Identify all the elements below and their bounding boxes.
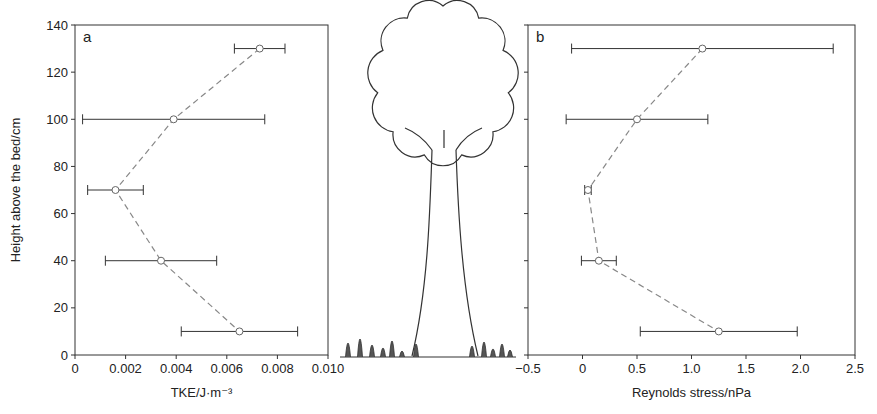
tree-illustration [340,1,518,357]
y-tick [71,72,75,73]
data-area [566,44,833,337]
panel-label: a [83,28,92,45]
x-tick [226,355,227,359]
x-tick [328,355,329,359]
y-tick [71,25,75,26]
y-tick [524,72,528,73]
error-bar [83,114,265,124]
y-tick [71,119,75,120]
x-tick-label: 0 [71,361,78,376]
y-tick [524,166,528,167]
x-tick-label: 0.010 [312,361,345,376]
x-tick-label: 0.004 [160,361,193,376]
error-bar [581,256,616,266]
x-tick [176,355,177,359]
y-tick [524,355,528,356]
x-axis-title: TKE/J·m⁻³ [171,385,233,400]
error-bar [640,326,797,336]
x-tick-label: 2.0 [791,361,809,376]
point [634,116,641,123]
y-tick-label: 20 [54,300,68,315]
point [715,328,722,335]
point [584,187,591,194]
figure: 0 0.002 0.004 0.006 0.008 0.010 0 20 40 60 80 100 12… [0,0,877,414]
x-tick-label: 0 [579,361,586,376]
panel-label: b [536,28,544,45]
error-bar [572,44,834,54]
panel: 0 0.002 0.004 0.006 0.008 0.010 0 20 40 60 80 100 12… [8,18,344,401]
y-tick [71,166,75,167]
y-tick [71,213,75,214]
y-tick [524,307,528,308]
y-tick-label: 80 [54,159,68,174]
y-tick-label: 40 [54,253,68,268]
y-tick [524,213,528,214]
x-tick [800,355,801,359]
x-tick-label: 2.5 [846,361,864,376]
error-bar [88,185,144,195]
y-tick [524,25,528,26]
series-line [588,49,719,332]
plot-frame [528,25,855,355]
y-tick [524,119,528,120]
x-tick [855,355,856,359]
error-bar [181,326,297,336]
x-tick [125,355,126,359]
y-tick-label: 140 [46,18,68,33]
x-tick [528,355,529,359]
x-tick [691,355,692,359]
y-tick [524,260,528,261]
x-tick-label: 0.006 [211,361,244,376]
x-tick-label: 0.008 [261,361,294,376]
x-tick [75,355,76,359]
x-axis-title: Reynolds stress/nPa [632,385,752,400]
x-tick [746,355,747,359]
x-tick [277,355,278,359]
y-tick-label: 0 [61,348,68,363]
x-tick-label: 1.0 [682,361,700,376]
error-bar [105,256,216,266]
point [699,45,706,52]
y-tick [71,307,75,308]
panel: −0.5 0 0.5 1.0 1.5 2.0 2.5 Reynolds stress/nPa b [515,25,864,400]
x-tick-label: 0.5 [628,361,646,376]
y-tick [71,355,75,356]
y-axis-title: Height above the bed/cm [8,118,23,263]
x-tick-label: −0.5 [515,361,541,376]
y-tick-label: 120 [46,65,68,80]
x-tick [582,355,583,359]
point [236,328,243,335]
x-tick-label: 0.002 [109,361,142,376]
plot-frame [75,25,328,355]
y-tick-label: 60 [54,206,68,221]
point [112,187,119,194]
error-bar [234,44,285,54]
y-tick [71,260,75,261]
point [595,257,602,264]
x-tick-label: 1.5 [737,361,755,376]
error-bar [566,114,708,124]
point [158,257,165,264]
error-bar [585,185,592,195]
y-tick-label: 100 [46,112,68,127]
data-area [83,44,298,337]
point [170,116,177,123]
point [256,45,263,52]
x-tick [637,355,638,359]
